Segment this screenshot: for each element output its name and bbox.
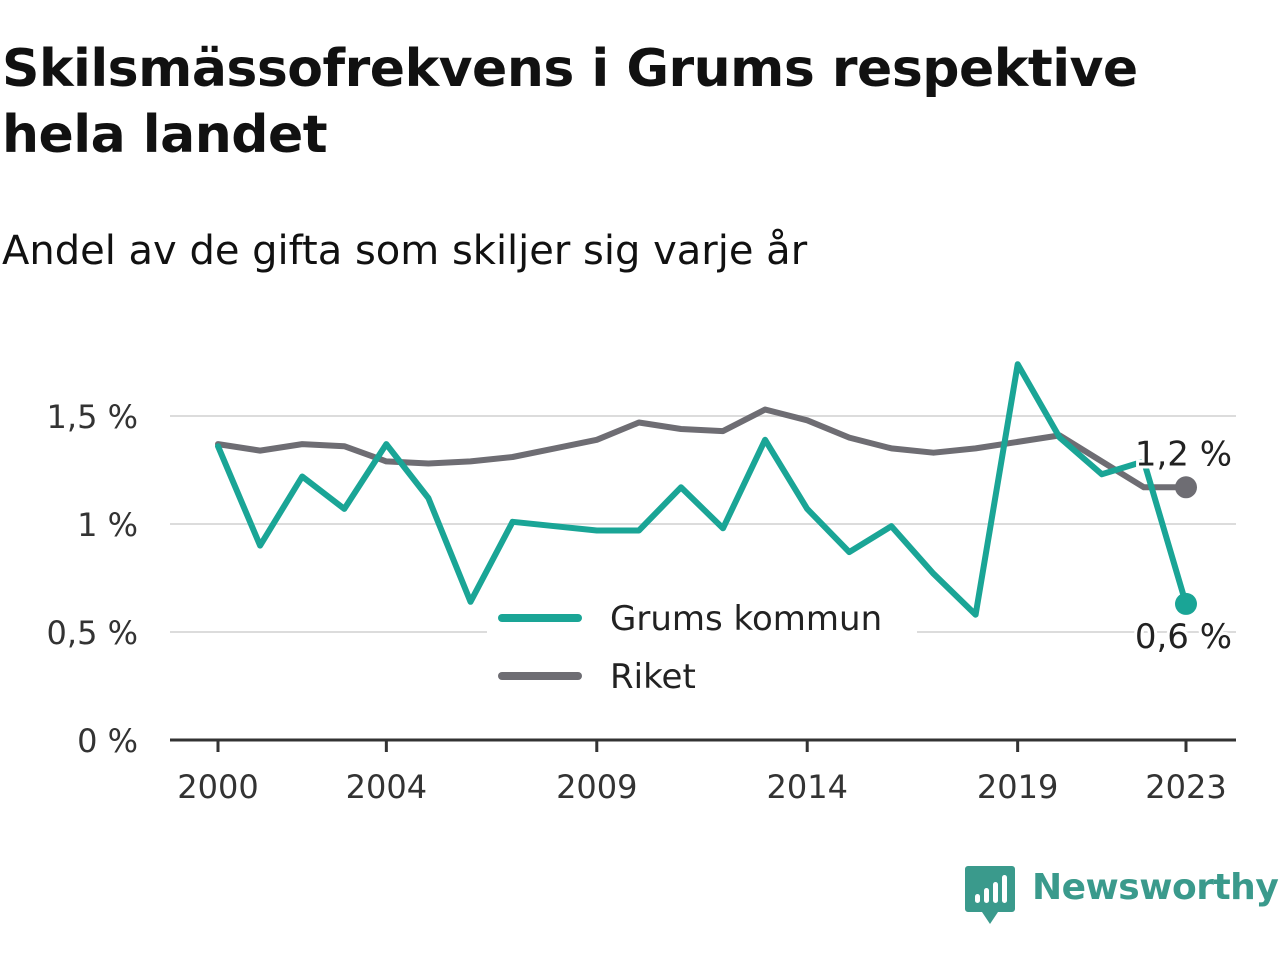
y-axis-ticks: 0 % 0,5 % 1 % 1,5 % bbox=[47, 398, 138, 760]
series-line-grums-kommun bbox=[215, 361, 1189, 618]
legend: Grums kommun Riket bbox=[487, 590, 917, 706]
x-tick-label: 2004 bbox=[346, 768, 427, 806]
end-value-label: 1,2 % bbox=[1135, 434, 1232, 474]
brand-logo: Newsworthy bbox=[964, 864, 1279, 926]
y-tick-label: 0 % bbox=[77, 722, 138, 760]
x-tick-label: 2009 bbox=[556, 768, 637, 806]
chart-title: Skilsmässofrekvens i Grums respektive he… bbox=[2, 39, 1138, 165]
series-lines bbox=[215, 361, 1197, 618]
legend-background bbox=[487, 590, 917, 706]
series-end-point-riket bbox=[1175, 476, 1197, 499]
series-end-point-grums-kommun bbox=[1175, 592, 1197, 615]
x-tick-label: 2014 bbox=[766, 768, 847, 806]
end-labels: 0,6 % 1,2 % bbox=[1132, 431, 1235, 660]
legend-label-grums-kommun: Grums kommun bbox=[610, 599, 882, 639]
legend-label-riket: Riket bbox=[610, 657, 696, 697]
chart-subtitle: Andel av de gifta som skiljer sig varje … bbox=[2, 228, 808, 274]
y-tick-label: 1 % bbox=[77, 506, 138, 544]
x-tick-label: 2019 bbox=[977, 768, 1058, 806]
newsworthy-logo-icon bbox=[965, 866, 1015, 924]
brand-name: Newsworthy bbox=[1032, 867, 1279, 908]
end-value-label: 0,6 % bbox=[1135, 617, 1232, 657]
y-tick-label: 0,5 % bbox=[47, 614, 138, 652]
x-tick-label: 2000 bbox=[177, 768, 258, 806]
x-tick-label: 2023 bbox=[1145, 768, 1226, 806]
y-tick-label: 1,5 % bbox=[47, 398, 138, 436]
x-axis: 2000 2004 2009 2014 2019 2023 bbox=[170, 738, 1236, 806]
